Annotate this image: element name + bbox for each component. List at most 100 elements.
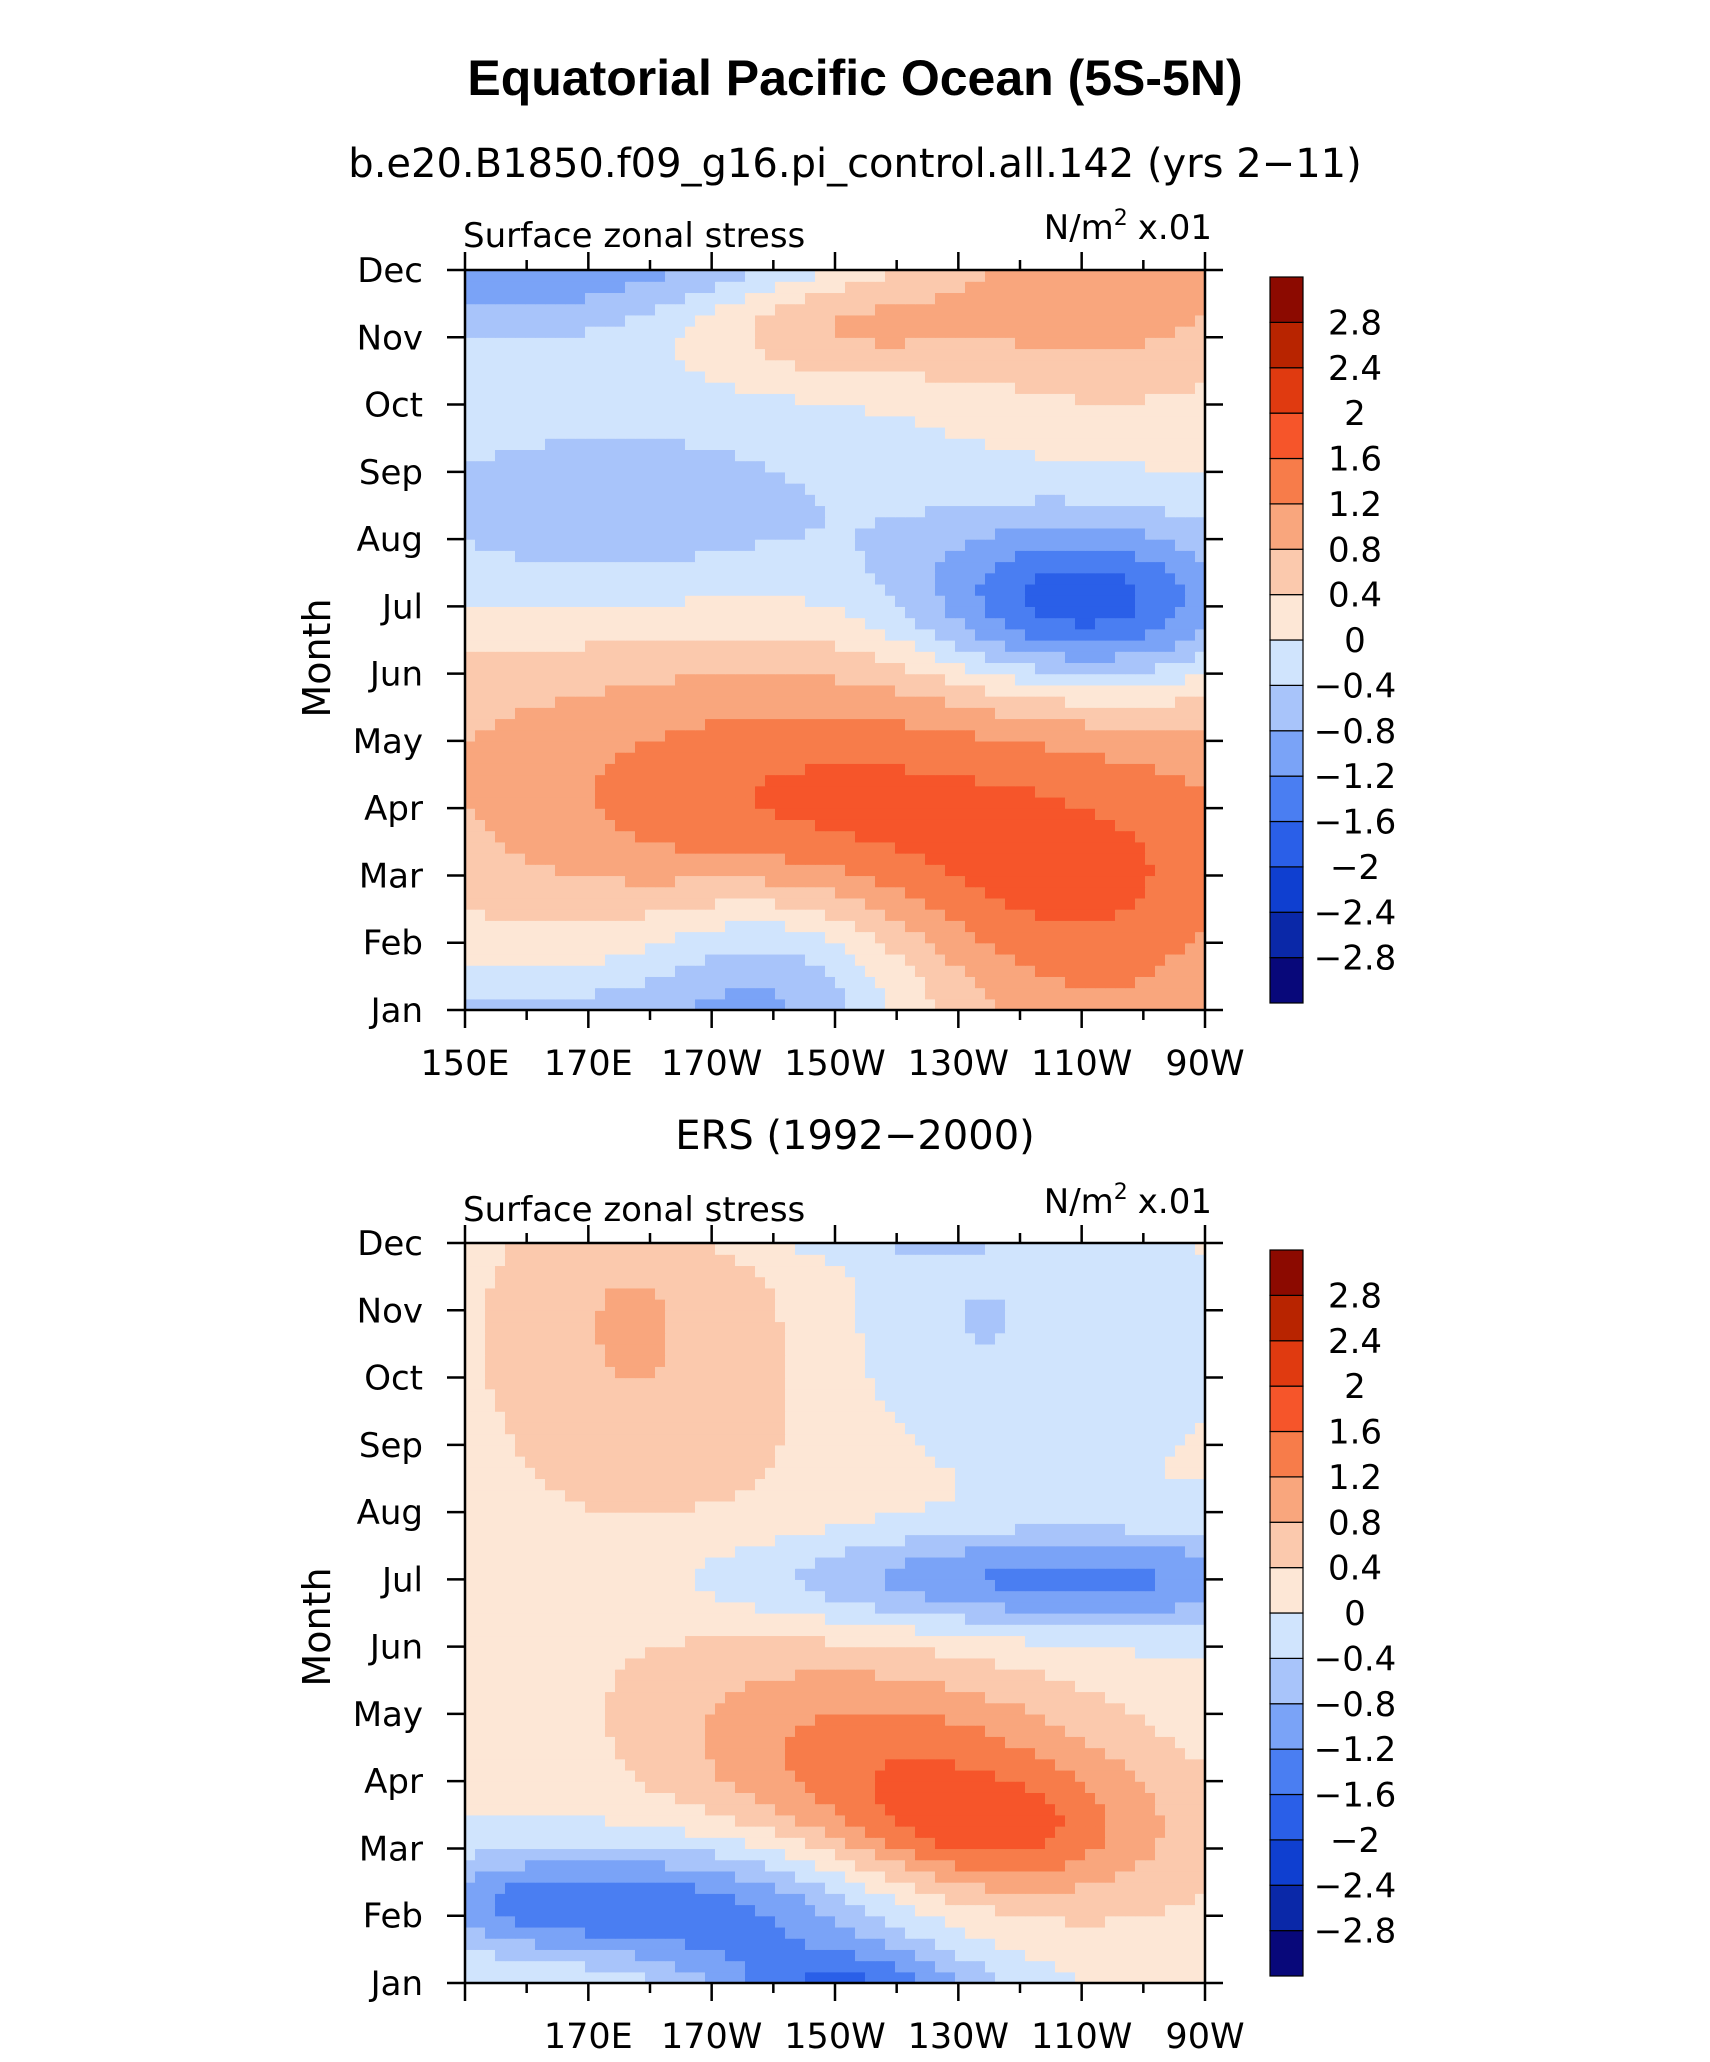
heatmap-cell [1085,426,1096,439]
heatmap-cell [805,707,816,720]
heatmap-cell [555,696,566,708]
heatmap-cell [475,640,486,652]
heatmap-cell [545,281,556,294]
heatmap-cell [1175,505,1186,518]
heatmap-cell [515,539,526,551]
heatmap-cell [1085,550,1096,563]
heatmap-cell [1025,684,1036,697]
heatmap-cell [485,651,496,664]
heatmap-cell [865,505,876,518]
heatmap-cell [1075,707,1086,720]
heatmap-cell [865,909,876,921]
heatmap-cell [905,404,916,417]
heatmap-cell [775,382,786,394]
heatmap-cell [875,583,886,596]
heatmap-cell [665,539,676,551]
heatmap-cell [975,998,986,1011]
heatmap-cell [715,853,726,865]
heatmap-cell [755,998,766,1011]
heatmap-cell [665,359,676,372]
heatmap-cell [935,561,946,574]
heatmap-cell [735,606,746,619]
heatmap-cell [1195,460,1206,473]
heatmap-cell [945,673,956,686]
heatmap-cell [695,651,706,664]
colorbar-box [1269,594,1304,641]
heatmap-cell [1175,572,1186,585]
heatmap-cell [765,460,776,473]
heatmap-cell [1145,415,1156,428]
heatmap-cell [785,740,796,753]
heatmap-cell [765,976,776,989]
heatmap-cell [785,460,796,473]
heatmap-cell [555,370,566,383]
heatmap-cell [985,382,996,394]
heatmap-cell [825,942,836,955]
heatmap-cell [1025,483,1036,495]
heatmap-cell [605,998,616,1011]
heatmap-cell [605,976,616,989]
heatmap-cell [895,976,906,989]
heatmap-cell [485,460,496,473]
heatmap-cell [1125,998,1136,1011]
heatmap-cell [975,617,986,630]
heatmap-cell [1035,393,1046,406]
heatmap-cell [785,785,796,798]
heatmap-cell [725,785,736,798]
heatmap-cell [495,393,506,406]
heatmap-cell [515,987,526,1000]
heatmap-cell [1195,707,1206,720]
heatmap-cell [635,516,646,529]
heatmap-cell [695,550,706,563]
heatmap-cell [975,875,986,888]
heatmap-cell [955,393,966,406]
heatmap-cell [685,583,696,596]
heatmap-cell [875,527,886,540]
heatmap-cell [945,976,956,989]
heatmap-cell [1125,326,1136,338]
heatmap-cell [495,303,506,316]
heatmap-cell [605,886,616,899]
heatmap-cell [635,404,646,417]
heatmap-cell [885,987,896,1000]
heatmap-cell [675,808,686,820]
heatmap-cell [755,370,766,383]
heatmap-cell [515,684,526,697]
heatmap-cell [745,841,756,854]
heatmap-cell [495,909,506,921]
heatmap-cell [575,281,586,294]
heatmap-cell [1165,516,1176,529]
heatmap-cell [665,583,676,596]
heatmap-cell [1125,539,1136,551]
heatmap-cell [625,359,636,372]
heatmap-cell [565,348,576,361]
heatmap-cell [715,841,726,854]
heatmap-cell [945,640,956,652]
heatmap-cell [845,718,856,731]
heatmap-cell [1085,337,1096,350]
heatmap-cell [805,920,816,933]
heatmap-cell [1085,886,1096,899]
heatmap-cell [1195,875,1206,888]
heatmap-cell [705,326,716,338]
heatmap-cell [835,572,846,585]
heatmap-cell [815,785,826,798]
heatmap-cell [1025,595,1036,607]
heatmap-cell [735,595,746,607]
heatmap-cell [965,864,976,877]
heatmap-cell [1045,696,1056,708]
heatmap-cell [955,337,966,350]
heatmap-cell [1115,348,1126,361]
heatmap-cell [465,774,476,787]
heatmap-cell [535,404,546,417]
heatmap-cell [905,976,916,989]
heatmap-cell [585,673,596,686]
heatmap-cell [555,438,566,450]
heatmap-cell [935,819,946,832]
heatmap-cell [895,382,906,394]
heatmap-cell [695,718,706,731]
heatmap-cell [615,382,626,394]
heatmap-cell [735,953,746,966]
heatmap-cell [1005,931,1016,944]
heatmap-cell [895,662,906,675]
